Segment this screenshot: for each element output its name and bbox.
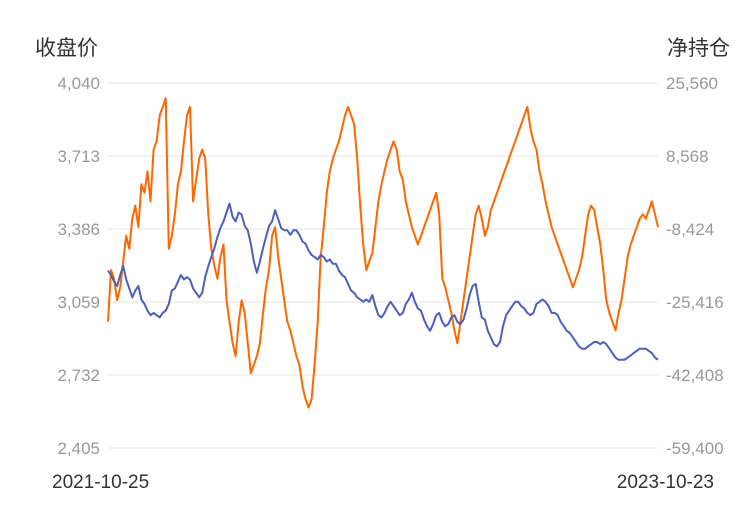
series-lines: [107, 97, 659, 409]
left-tick-label: 3,713: [57, 147, 100, 166]
position-series-line: [107, 97, 659, 409]
price-series-line: [107, 202, 659, 361]
left-tick-label: 2,732: [57, 366, 100, 385]
left-axis-ticks: 4,040 3,713 3,386 3,059 2,732 2,405: [57, 74, 100, 458]
right-tick-label: -8,424: [666, 220, 714, 239]
right-axis-ticks: 25,560 8,568 -8,424 -25,416 -42,408 -59,400: [666, 74, 724, 458]
left-axis-title: 收盘价: [35, 37, 98, 60]
right-tick-label: -42,408: [666, 366, 724, 385]
x-end-date: 2023-10-23: [617, 472, 714, 493]
left-tick-label: 3,386: [57, 220, 100, 239]
right-tick-label: 8,568: [666, 147, 709, 166]
left-tick-label: 4,040: [57, 74, 100, 93]
right-tick-label: -25,416: [666, 293, 724, 312]
right-axis-title: 净持仓: [667, 37, 730, 60]
right-tick-label: 25,560: [666, 74, 718, 93]
left-tick-label: 3,059: [57, 293, 100, 312]
x-start-date: 2021-10-25: [52, 472, 149, 493]
right-tick-label: -59,400: [666, 439, 724, 458]
left-tick-label: 2,405: [57, 439, 100, 458]
